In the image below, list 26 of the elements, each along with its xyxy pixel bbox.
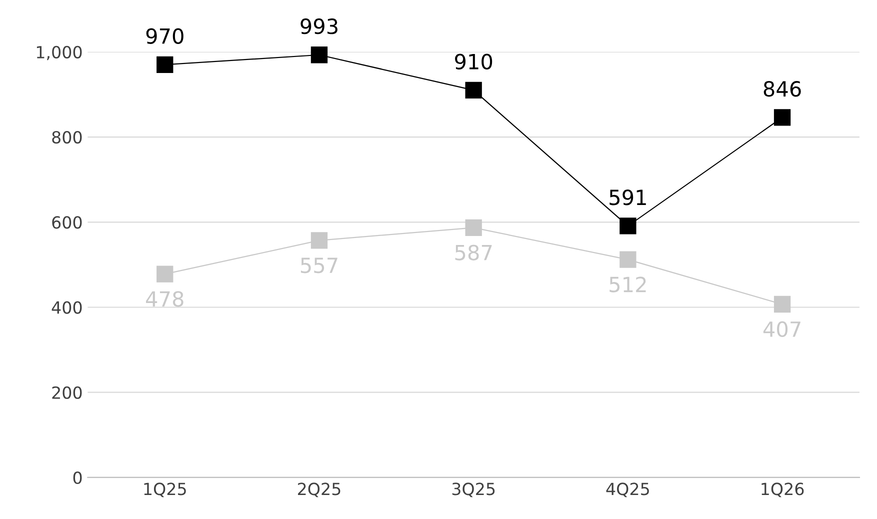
data-label: 993 [300, 18, 338, 34]
x-tick-label: 2Q25 [298, 482, 340, 498]
data-label: 970 [146, 28, 184, 44]
x-tick-label: 3Q25 [452, 482, 495, 498]
data-label: 591 [610, 190, 646, 206]
point [774, 109, 791, 126]
point [310, 232, 328, 249]
y-tick-label: 1,000 [36, 46, 82, 60]
point [620, 251, 636, 268]
point [156, 56, 174, 73]
y-tick-label: 600 [52, 216, 82, 229]
y-tick-label: 400 [52, 301, 82, 314]
point [310, 46, 328, 64]
point [465, 82, 482, 99]
y-tick-label: 0 [73, 471, 82, 484]
data-label: 846 [764, 80, 801, 97]
y-tick-label: 200 [52, 386, 82, 399]
point [156, 266, 174, 282]
point [620, 218, 636, 234]
data-label: 910 [455, 54, 492, 70]
x-tick-label: 1Q25 [144, 482, 186, 498]
point [465, 219, 482, 236]
x-tick-label: 1Q26 [762, 482, 804, 498]
point [774, 296, 791, 313]
y-tick-label: 800 [52, 130, 82, 144]
x-tick-label: 4Q25 [606, 482, 649, 498]
